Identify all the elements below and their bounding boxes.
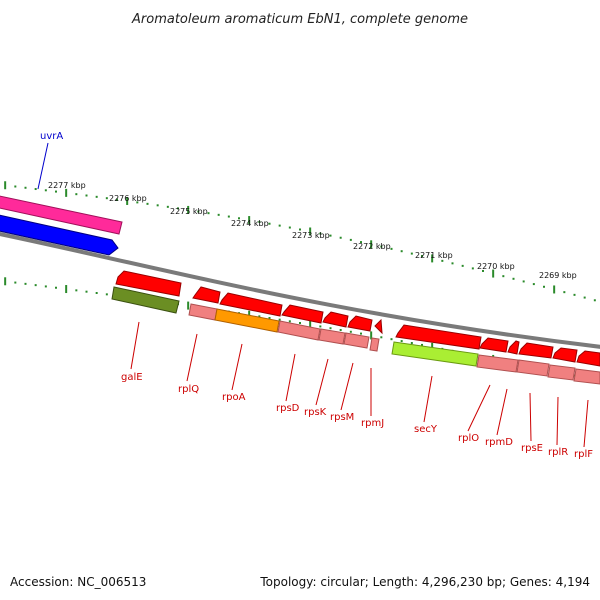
rplO-label[interactable]: rplO [458, 433, 479, 444]
genome-backbone [0, 232, 600, 349]
rpsM-label[interactable]: rpsM [330, 412, 354, 423]
rpsD-leader-line [285, 353, 296, 402]
rpsK-cds-feature[interactable] [322, 311, 349, 328]
rpsE-gene-feature[interactable] [547, 364, 576, 381]
rpsM-gene-feature[interactable] [343, 332, 370, 349]
rpmD-cds-feature[interactable] [507, 340, 520, 355]
rplR-cds-feature[interactable] [552, 347, 578, 363]
ruler-label: 2275 kbp [170, 207, 208, 216]
rpsE-cds-feature[interactable] [518, 342, 554, 359]
galE-leader-line [130, 321, 140, 370]
rpmJ-gene-feature[interactable] [369, 337, 380, 352]
ruler-label: 2269 kbp [539, 271, 577, 280]
ruler-label: 2270 kbp [477, 262, 515, 271]
rpsK-label[interactable]: rpsK [304, 407, 327, 418]
genome-summary-text: Topology: circular; Length: 4,296,230 bp… [259, 575, 590, 589]
rplO-cds-feature[interactable] [479, 337, 509, 353]
galE-gene-feature[interactable] [111, 286, 180, 314]
ruler-label: 2273 kbp [292, 231, 330, 240]
galE-cds-feature[interactable] [115, 270, 182, 297]
rpmD-gene-feature[interactable] [516, 359, 550, 377]
rpoA-gene-feature[interactable] [214, 308, 280, 333]
rplF-leader-line [583, 399, 589, 448]
uvrA-cds-feature[interactable] [0, 213, 119, 256]
rplR-label[interactable]: rplR [548, 447, 568, 458]
rplO-leader-line [467, 384, 491, 432]
rplQ-cds-feature[interactable] [192, 286, 221, 304]
rplF-label[interactable]: rplF [574, 449, 593, 460]
rpoA-cds-feature[interactable] [219, 292, 283, 317]
secY-cds-feature[interactable] [395, 324, 482, 350]
rpsD-gene-feature[interactable] [277, 320, 321, 341]
ruler-label: 2274 kbp [231, 219, 269, 228]
uvrA-leader-line [37, 142, 49, 190]
rplQ-gene-feature[interactable] [188, 303, 218, 321]
rpmJ-cds-feature[interactable] [374, 318, 383, 335]
rpsE-leader-line [529, 392, 532, 442]
map-title: Aromatoleum aromaticum EbN1, complete ge… [131, 12, 468, 27]
secY-leader-line [423, 375, 433, 423]
rpoA-label[interactable]: rpoA [222, 392, 246, 403]
rpmD-leader-line [496, 388, 508, 436]
rpmD-label[interactable]: rpmD [485, 437, 513, 448]
rplR-gene-feature[interactable] [573, 368, 600, 385]
rpsD-label[interactable]: rpsD [276, 403, 300, 414]
ruler-label: 2276 kbp [109, 194, 147, 203]
ruler-labels: 2277 kbp 2276 kbp 2275 kbp 2274 kbp 2273 kbp… [48, 181, 577, 280]
ruler-label: 2271 kbp [415, 251, 453, 260]
rpsE-label[interactable]: rpsE [521, 443, 543, 454]
rpmJ-label[interactable]: rpmJ [361, 418, 384, 429]
rplQ-leader-line [186, 333, 198, 382]
uvrA-gene-feature[interactable] [0, 194, 123, 235]
gene-labels: uvrA galE rplQ rpoA rpsD rpsK rpsM rpmJ secY rplO… [37, 131, 593, 460]
outer-tick-ring [4, 181, 596, 302]
secY-label[interactable]: secY [414, 424, 438, 435]
accession-text: Accession: NC_006513 [10, 575, 146, 589]
rpsD-cds-feature[interactable] [281, 304, 324, 324]
rplF-cds-feature[interactable] [576, 350, 600, 367]
rpoA-leader-line [231, 343, 243, 391]
rpsM-cds-feature[interactable] [347, 315, 373, 332]
secY-gene-feature[interactable] [391, 341, 479, 367]
rplQ-label[interactable]: rplQ [178, 384, 199, 395]
rpsK-gene-feature[interactable] [318, 328, 346, 345]
forward-strand-features [0, 194, 123, 256]
ruler-label: 2272 kbp [353, 242, 391, 251]
reverse-strand-features [111, 270, 600, 385]
uvrA-label[interactable]: uvrA [40, 131, 63, 142]
ruler-label: 2277 kbp [48, 181, 86, 190]
galE-label[interactable]: galE [121, 372, 143, 383]
rplR-leader-line [556, 396, 559, 446]
rpsK-leader-line [315, 358, 329, 406]
rplO-gene-feature[interactable] [476, 354, 519, 373]
rpsM-leader-line [340, 362, 354, 411]
